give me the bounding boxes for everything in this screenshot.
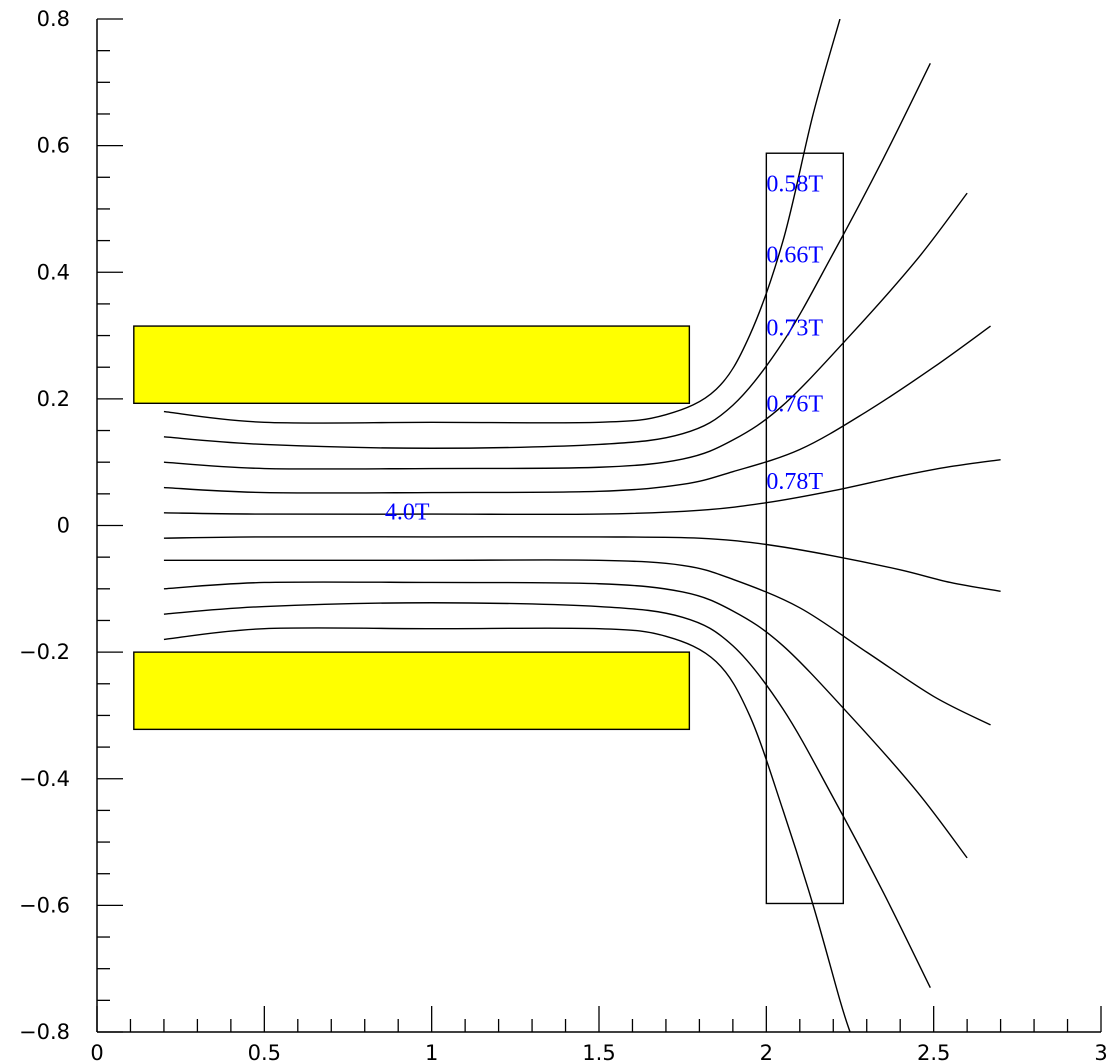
field-line-4	[163, 325, 991, 494]
x-tick-label: 0.5	[248, 1041, 281, 1063]
field-line-1	[163, 19, 841, 424]
y-tick-label: 0.8	[37, 7, 70, 31]
x-tick-label: 2	[760, 1041, 773, 1063]
x-tick-label: 3	[1094, 1041, 1107, 1063]
y-tick-label: −0.8	[19, 1020, 70, 1044]
magnet-coil-0	[133, 325, 691, 405]
field-line-2	[163, 63, 931, 449]
field-line-10	[163, 627, 851, 1032]
y-tick-label: 0.6	[37, 134, 70, 158]
field-line-8	[163, 581, 968, 859]
field-line-6	[163, 536, 1001, 593]
field-strength-label: 0.73T	[766, 315, 823, 341]
x-tick-label: 0	[90, 1041, 103, 1063]
field-line-7	[163, 559, 991, 726]
field-strength-label: 0.66T	[766, 243, 823, 269]
y-tick-label: −0.4	[19, 767, 70, 791]
y-tick-label: 0.4	[37, 260, 70, 284]
field-line-9	[163, 602, 931, 988]
field-strength-label: 0.78T	[766, 469, 823, 495]
field-strength-label: 0.76T	[766, 391, 823, 417]
field-line-5	[163, 458, 1001, 516]
field-strength-label: 4.0T	[385, 500, 430, 526]
x-tick-label: 2.5	[917, 1041, 950, 1063]
magnet-coil-1	[133, 651, 691, 731]
detector-box	[765, 152, 845, 905]
y-tick-label: −0.2	[19, 640, 70, 664]
x-tick-label: 1.5	[582, 1041, 615, 1063]
field-strength-label: 0.58T	[766, 172, 823, 198]
field-line-3	[163, 192, 968, 470]
x-tick-label: 1	[425, 1041, 438, 1063]
y-tick-label: −0.6	[19, 893, 70, 917]
y-tick-label: 0	[57, 514, 70, 538]
y-tick-label: 0.2	[37, 387, 70, 411]
